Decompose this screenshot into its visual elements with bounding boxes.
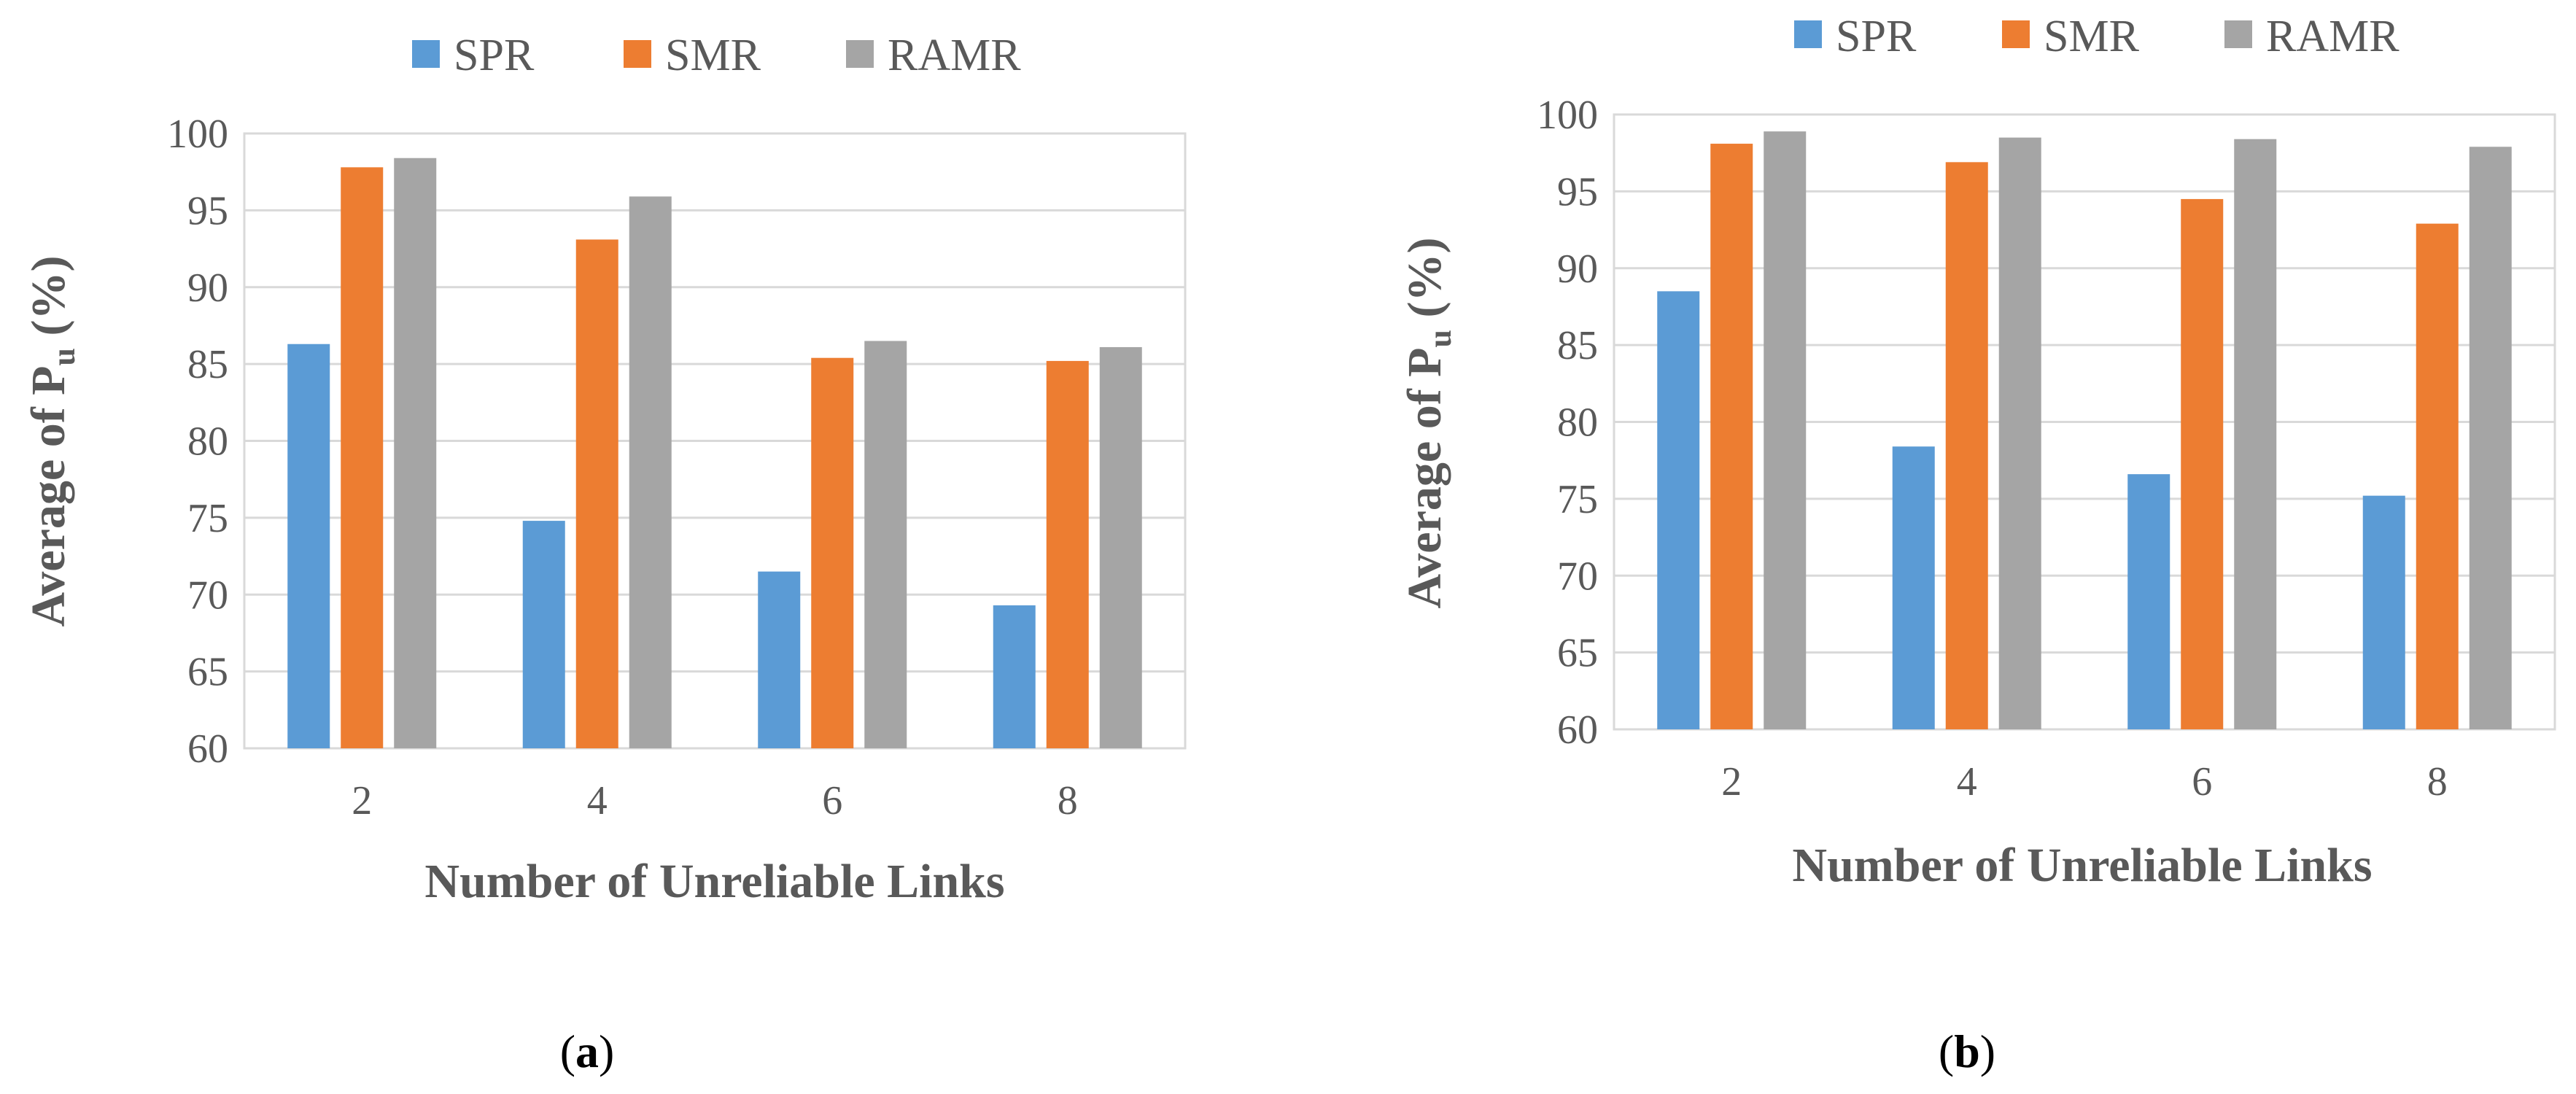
bar-b-smr-2 xyxy=(1710,144,1753,730)
panel-label-b-open: ( xyxy=(1939,1025,1954,1077)
x-tick-label-b-4: 4 xyxy=(1957,759,1977,804)
bar-b-smr-8 xyxy=(2416,223,2459,729)
y-ticks-a: 60 65 70 75 80 85 90 95 100 xyxy=(167,112,228,772)
bar-b-spr-2 xyxy=(1657,291,1700,729)
x-tick-label-a-6: 6 xyxy=(822,778,842,823)
bar-b-spr-6 xyxy=(2127,474,2170,729)
y-tick-label-a-100: 100 xyxy=(167,112,228,157)
panel-label-b-letter: b xyxy=(1954,1025,1980,1077)
x-tick-label-b-2: 2 xyxy=(1721,759,1742,804)
plot-area-a xyxy=(243,132,1187,750)
y-tick-label-a-90: 90 xyxy=(187,265,228,311)
legend-a-label-spr: SPR xyxy=(454,31,535,80)
legend-b-label-smr: SMR xyxy=(2044,12,2140,61)
y-axis-title-b-tail: (%) xyxy=(1398,238,1451,330)
bar-a-spr-4 xyxy=(522,521,565,748)
y-tick-label-a-60: 60 xyxy=(187,726,228,772)
panel-label-b: (b) xyxy=(1939,1025,1995,1077)
bar-a-smr-2 xyxy=(341,167,384,749)
bar-a-smr-6 xyxy=(811,357,854,748)
panel-label-a: (a) xyxy=(560,1025,615,1077)
x-tick-label-b-6: 6 xyxy=(2192,759,2212,804)
y-tick-label-b-75: 75 xyxy=(1557,477,1598,522)
gridlines-a xyxy=(244,132,1185,750)
bar-a-ramr-6 xyxy=(864,341,907,748)
panel-label-a-close: ) xyxy=(599,1025,614,1077)
y-tick-label-b-95: 95 xyxy=(1557,169,1598,214)
bar-a-smr-4 xyxy=(575,239,618,749)
bar-b-ramr-8 xyxy=(2469,147,2512,729)
y-tick-label-a-70: 70 xyxy=(187,573,228,618)
y-axis-title-a-tail: (%) xyxy=(22,256,75,348)
y-tick-label-b-65: 65 xyxy=(1557,631,1598,676)
bar-a-spr-2 xyxy=(287,344,330,748)
y-tick-label-b-60: 60 xyxy=(1557,707,1598,753)
y-axis-title-a: Average of Pu (%) xyxy=(22,256,82,627)
y-tick-label-a-80: 80 xyxy=(187,419,228,465)
x-tick-label-a-2: 2 xyxy=(352,778,372,823)
bar-a-ramr-8 xyxy=(1099,346,1142,748)
legend-a-swatch-spr xyxy=(412,40,440,68)
bar-b-smr-4 xyxy=(1945,162,1988,729)
x-ticks-a: 2 4 6 8 xyxy=(352,778,1078,823)
y-tick-label-b-85: 85 xyxy=(1557,323,1598,368)
y-axis-title-a-main: Average of P xyxy=(22,366,75,627)
plot-area-b xyxy=(1613,113,2556,731)
bar-a-smr-8 xyxy=(1046,360,1089,748)
bar-b-ramr-6 xyxy=(2234,139,2277,730)
y-axis-title-b: Average of Pu (%) xyxy=(1398,238,1458,609)
y-axis-title-b-sub: u xyxy=(1422,330,1458,347)
legend-b-swatch-spr xyxy=(1794,20,1822,48)
legend-a-label-ramr: RAMR xyxy=(888,31,1021,80)
legend-b-label-ramr: RAMR xyxy=(2266,12,2400,61)
legend-a-swatch-smr xyxy=(624,40,651,68)
bar-b-ramr-2 xyxy=(1764,131,1807,729)
y-ticks-b: 60 65 70 75 80 85 90 95 100 xyxy=(1537,93,1598,753)
y-tick-label-a-85: 85 xyxy=(187,342,228,387)
legend-b-swatch-smr xyxy=(2002,20,2030,48)
x-axis-title-b: Number of Unreliable Links xyxy=(1792,839,2372,892)
bars-b xyxy=(1657,131,2512,730)
bar-b-ramr-4 xyxy=(1998,137,2041,730)
y-tick-label-a-75: 75 xyxy=(187,496,228,541)
bar-b-spr-8 xyxy=(2362,495,2405,729)
legend-a-swatch-ramr xyxy=(846,40,874,68)
x-axis-title-a: Number of Unreliable Links xyxy=(424,855,1004,908)
x-tick-label-a-8: 8 xyxy=(1058,778,1078,823)
chart-a: SPR SMR RAMR 60 65 70 75 80 85 90 95 100 2 4 6 8 Nu… xyxy=(22,31,1187,1077)
y-axis-title-b-main: Average of P xyxy=(1398,348,1451,609)
y-tick-label-a-65: 65 xyxy=(187,650,228,695)
panel-label-b-close: ) xyxy=(1980,1025,1995,1077)
x-ticks-b: 2 4 6 8 xyxy=(1721,759,2448,804)
chart-b: SPR SMR RAMR 60 65 70 75 80 85 90 95 100 2 4 6 8 Nu… xyxy=(1398,12,2556,1077)
panel-label-a-letter: a xyxy=(575,1025,599,1077)
y-tick-label-b-70: 70 xyxy=(1557,554,1598,599)
bar-b-spr-4 xyxy=(1892,446,1935,729)
gridlines-b xyxy=(1614,113,2555,731)
bars-a xyxy=(287,158,1142,749)
bar-b-smr-6 xyxy=(2181,198,2224,730)
legend-b: SPR SMR RAMR xyxy=(1794,12,2400,61)
bar-a-ramr-2 xyxy=(394,158,437,749)
y-axis-title-a-sub: u xyxy=(46,348,82,365)
bar-a-spr-8 xyxy=(993,605,1036,748)
legend-a-label-smr: SMR xyxy=(665,31,761,80)
panel-label-a-open: ( xyxy=(560,1025,575,1077)
legend-a: SPR SMR RAMR xyxy=(412,31,1021,80)
legend-b-label-spr: SPR xyxy=(1836,12,1917,61)
bar-a-ramr-4 xyxy=(629,196,672,749)
legend-b-swatch-ramr xyxy=(2224,20,2252,48)
y-tick-label-b-80: 80 xyxy=(1557,400,1598,446)
y-tick-label-b-90: 90 xyxy=(1557,247,1598,292)
y-tick-label-a-95: 95 xyxy=(187,188,228,233)
y-tick-label-b-100: 100 xyxy=(1537,93,1598,138)
x-tick-label-a-4: 4 xyxy=(587,778,608,823)
x-tick-label-b-8: 8 xyxy=(2427,759,2448,804)
bar-a-spr-6 xyxy=(758,571,801,748)
